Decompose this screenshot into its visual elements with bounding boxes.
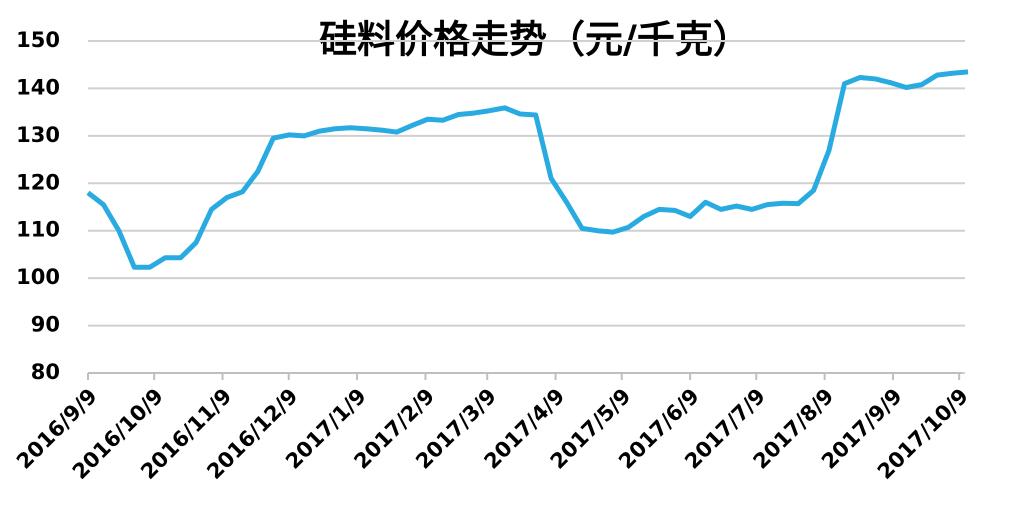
y-tick-label: 150 bbox=[16, 28, 60, 52]
chart-title: 硅料价格走势（元/千克） bbox=[319, 18, 751, 62]
y-tick-label: 110 bbox=[16, 218, 60, 242]
y-tick-label: 90 bbox=[31, 313, 60, 337]
y-tick-label: 140 bbox=[16, 75, 60, 99]
y-tick-label: 120 bbox=[16, 170, 60, 194]
y-tick-label: 100 bbox=[16, 265, 60, 289]
y-tick-label: 130 bbox=[16, 123, 60, 147]
y-tick-label: 80 bbox=[31, 360, 60, 384]
line bbox=[86, 69, 969, 270]
